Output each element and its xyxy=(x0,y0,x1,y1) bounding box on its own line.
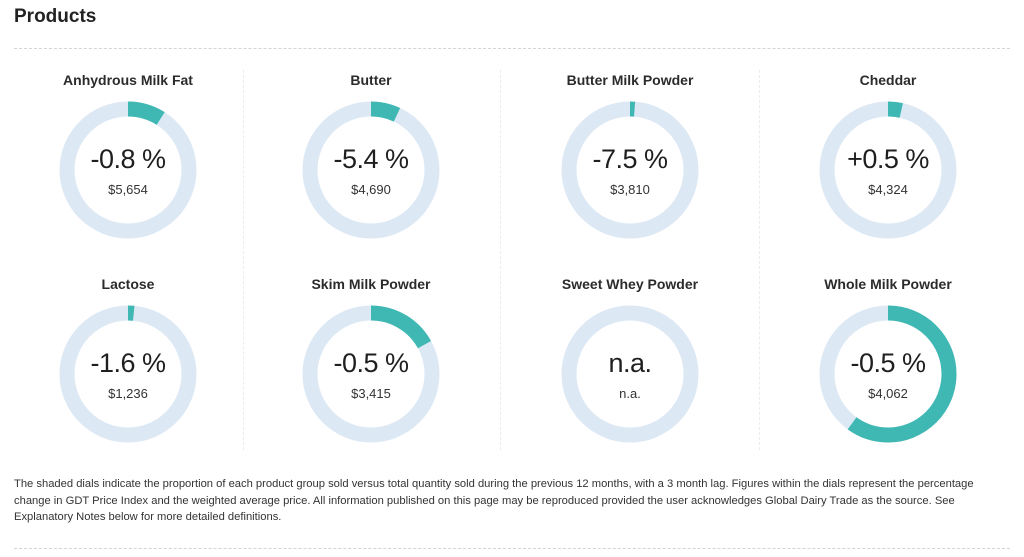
product-card[interactable]: Butter Milk Powder -7.5 % $3,810 xyxy=(502,60,758,260)
dial-track xyxy=(561,305,699,443)
average-price: $3,810 xyxy=(610,182,650,197)
column-separator xyxy=(500,70,501,450)
dial-share-arc xyxy=(302,101,440,239)
price-index-change: -0.5 % xyxy=(850,348,926,378)
dial-share-arc xyxy=(819,101,957,239)
dial-share-arc xyxy=(59,101,197,239)
price-index-change: -1.6 % xyxy=(90,348,166,378)
explanatory-footnote: The shaded dials indicate the proportion… xyxy=(14,478,974,523)
product-card[interactable]: Whole Milk Powder -0.5 % $4,062 xyxy=(760,264,1016,464)
product-card[interactable]: Sweet Whey Powder n.a. n.a. xyxy=(502,264,758,464)
dial-share-arc xyxy=(561,101,699,239)
bottom-divider xyxy=(14,548,1010,549)
average-price: n.a. xyxy=(619,386,641,401)
product-name: Butter Milk Powder xyxy=(566,72,694,88)
price-index-change: -0.8 % xyxy=(90,144,166,174)
product-name: Lactose xyxy=(101,276,155,292)
product-dial: -7.5 % $3,810 xyxy=(560,100,700,240)
dial-share-arc xyxy=(302,305,440,443)
price-index-change: -5.4 % xyxy=(333,144,409,174)
product-dial: -0.5 % $3,415 xyxy=(301,304,441,444)
product-dial: +0.5 % $4,324 xyxy=(818,100,958,240)
column-separator xyxy=(759,70,760,450)
column-separator xyxy=(243,70,244,450)
product-card[interactable]: Cheddar +0.5 % $4,324 xyxy=(760,60,1016,260)
product-dial: -0.5 % $4,062 xyxy=(818,304,958,444)
products-grid: Anhydrous Milk Fat -0.8 % $5,654 Butter … xyxy=(0,60,1024,460)
product-dial: n.a. n.a. xyxy=(560,304,700,444)
average-price: $1,236 xyxy=(108,386,148,401)
product-card[interactable]: Anhydrous Milk Fat -0.8 % $5,654 xyxy=(0,60,256,260)
product-card[interactable]: Butter -5.4 % $4,690 xyxy=(243,60,499,260)
product-name: Butter xyxy=(350,72,392,88)
product-card[interactable]: Skim Milk Powder -0.5 % $3,415 xyxy=(243,264,499,464)
price-index-change: -7.5 % xyxy=(592,144,668,174)
product-dial: -0.8 % $5,654 xyxy=(58,100,198,240)
average-price: $4,062 xyxy=(868,386,908,401)
average-price: $3,415 xyxy=(351,386,391,401)
average-price: $4,690 xyxy=(351,182,391,197)
product-card[interactable]: Lactose -1.6 % $1,236 xyxy=(0,264,256,464)
product-name: Whole Milk Powder xyxy=(824,276,952,292)
product-name: Cheddar xyxy=(859,72,917,88)
average-price: $4,324 xyxy=(868,182,908,197)
product-name: Skim Milk Powder xyxy=(311,276,431,292)
price-index-change: +0.5 % xyxy=(847,144,929,174)
product-dial: -5.4 % $4,690 xyxy=(301,100,441,240)
price-index-change: n.a. xyxy=(608,348,652,378)
price-index-change: -0.5 % xyxy=(333,348,409,378)
product-dial: -1.6 % $1,236 xyxy=(58,304,198,444)
top-divider xyxy=(14,48,1010,49)
product-name: Anhydrous Milk Fat xyxy=(63,72,193,88)
dial-share-arc xyxy=(819,305,957,443)
page-title: Products xyxy=(14,6,97,27)
average-price: $5,654 xyxy=(108,182,148,197)
product-name: Sweet Whey Powder xyxy=(561,276,699,292)
dial-share-arc xyxy=(59,305,197,443)
